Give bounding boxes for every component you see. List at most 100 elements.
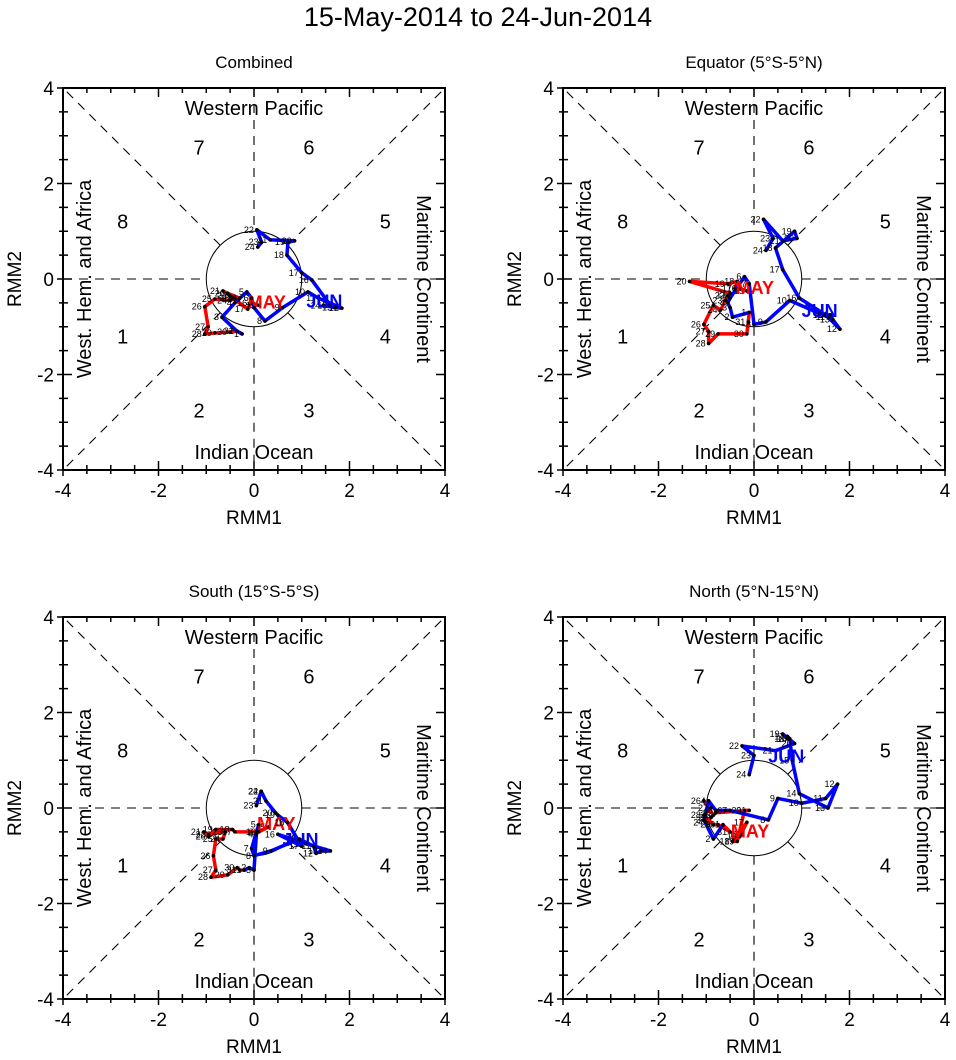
day-marker bbox=[247, 865, 252, 870]
region-label-indian-ocean: Indian Ocean bbox=[695, 442, 814, 464]
day-marker bbox=[702, 799, 706, 803]
y-axis-label: RMM2 bbox=[505, 251, 526, 307]
day-label: 6 bbox=[736, 272, 741, 282]
month-label-jun: JUN bbox=[306, 291, 342, 311]
day-marker bbox=[737, 834, 742, 839]
day-marker bbox=[249, 296, 254, 300]
phase-number-7: 7 bbox=[694, 667, 705, 689]
x-tick-label: 0 bbox=[249, 481, 260, 502]
day-label: 20 bbox=[784, 233, 794, 243]
phase-number-6: 6 bbox=[803, 138, 814, 160]
day-label: 10 bbox=[295, 287, 305, 297]
phase-number-6: 6 bbox=[303, 138, 314, 160]
day-label: 19 bbox=[715, 279, 725, 289]
day-label: 14 bbox=[317, 846, 327, 856]
day-label: 4 bbox=[720, 298, 725, 308]
day-marker bbox=[725, 301, 730, 305]
day-label: 17 bbox=[774, 731, 784, 741]
day-marker bbox=[321, 303, 326, 308]
day-marker bbox=[206, 324, 210, 329]
month-label-jun: JUN bbox=[802, 301, 838, 321]
x-tick-label: 4 bbox=[440, 1010, 451, 1031]
day-marker bbox=[714, 808, 718, 813]
panel-2: Equator (5°S-5°N)-4 -2 0 2 4-4-2024RMM1RMM2W… bbox=[505, 53, 951, 529]
day-label: 25 bbox=[203, 834, 213, 844]
x-axis-label: RMM1 bbox=[726, 1037, 782, 1058]
day-marker bbox=[233, 296, 237, 300]
day-label: 13 bbox=[815, 803, 825, 813]
day-label: 23 bbox=[249, 237, 259, 247]
day-label: 21 bbox=[253, 796, 263, 806]
day-marker bbox=[214, 868, 218, 872]
x-tick-label: -2 bbox=[650, 481, 667, 502]
phase-number-4: 4 bbox=[880, 855, 891, 877]
region-label-maritime-continent: Maritime Continent bbox=[412, 724, 434, 892]
day-marker bbox=[797, 791, 802, 796]
day-marker bbox=[220, 315, 224, 320]
y-tick-label: 0 bbox=[43, 270, 54, 291]
day-label: 24 bbox=[736, 770, 746, 780]
day-marker bbox=[773, 748, 778, 753]
month-label-may: MAY bbox=[731, 821, 769, 841]
day-marker bbox=[728, 305, 732, 310]
day-label: 22 bbox=[196, 829, 206, 839]
day-marker bbox=[213, 297, 217, 301]
day-label: 22 bbox=[703, 808, 713, 818]
x-tick-label: 4 bbox=[940, 481, 951, 502]
day-marker bbox=[203, 304, 207, 309]
y-tick-label: 4 bbox=[43, 608, 54, 629]
day-marker bbox=[259, 789, 263, 794]
day-label: 8 bbox=[257, 316, 262, 326]
day-label: 13 bbox=[322, 303, 332, 313]
y-tick-label: -2 bbox=[537, 366, 554, 387]
day-label: 14 bbox=[817, 310, 827, 320]
day-marker bbox=[314, 851, 318, 856]
y-tick-label: 0 bbox=[543, 799, 554, 820]
day-marker bbox=[733, 286, 737, 291]
day-marker bbox=[228, 330, 232, 334]
day-label: 8 bbox=[760, 815, 765, 825]
day-label: 8 bbox=[746, 319, 751, 329]
day-marker bbox=[780, 732, 785, 736]
day-marker bbox=[721, 822, 725, 827]
day-label: 30 bbox=[734, 329, 744, 339]
day-marker bbox=[785, 736, 790, 741]
phase-number-8: 8 bbox=[117, 741, 128, 763]
phase-number-1: 1 bbox=[617, 326, 628, 348]
month-label-may: MAY bbox=[736, 278, 774, 298]
day-marker bbox=[747, 772, 752, 777]
day-label: 20 bbox=[677, 276, 687, 286]
day-label: 11 bbox=[813, 793, 822, 803]
day-label: 22 bbox=[217, 291, 227, 301]
day-label: 3 bbox=[214, 312, 219, 322]
day-marker bbox=[249, 846, 254, 851]
day-label: 19 bbox=[770, 729, 780, 739]
phase-number-8: 8 bbox=[617, 741, 628, 763]
phase-number-5: 5 bbox=[380, 212, 391, 234]
day-marker bbox=[268, 238, 273, 242]
day-marker bbox=[735, 279, 740, 284]
day-label: 9 bbox=[275, 303, 280, 313]
day-marker bbox=[728, 808, 732, 813]
day-marker bbox=[256, 303, 261, 308]
day-label: 24 bbox=[753, 245, 763, 255]
day-label: 19 bbox=[782, 226, 792, 236]
day-label: 28 bbox=[192, 329, 202, 339]
day-marker bbox=[214, 837, 218, 841]
x-tick-label: 2 bbox=[344, 1010, 355, 1031]
day-label: 6 bbox=[717, 805, 722, 815]
day-marker bbox=[764, 320, 768, 324]
day-marker bbox=[709, 815, 713, 820]
x-tick-label: -4 bbox=[555, 1010, 572, 1031]
region-label-western-pacific: Western Pacific bbox=[185, 98, 324, 120]
phase-divider-diagonal bbox=[787, 312, 946, 471]
day-marker bbox=[286, 240, 290, 245]
day-label: 31 bbox=[735, 317, 745, 327]
phase-number-5: 5 bbox=[880, 741, 891, 763]
day-marker bbox=[730, 315, 735, 320]
day-label: 2 bbox=[724, 312, 729, 322]
day-marker bbox=[790, 758, 794, 763]
day-marker bbox=[828, 313, 833, 317]
